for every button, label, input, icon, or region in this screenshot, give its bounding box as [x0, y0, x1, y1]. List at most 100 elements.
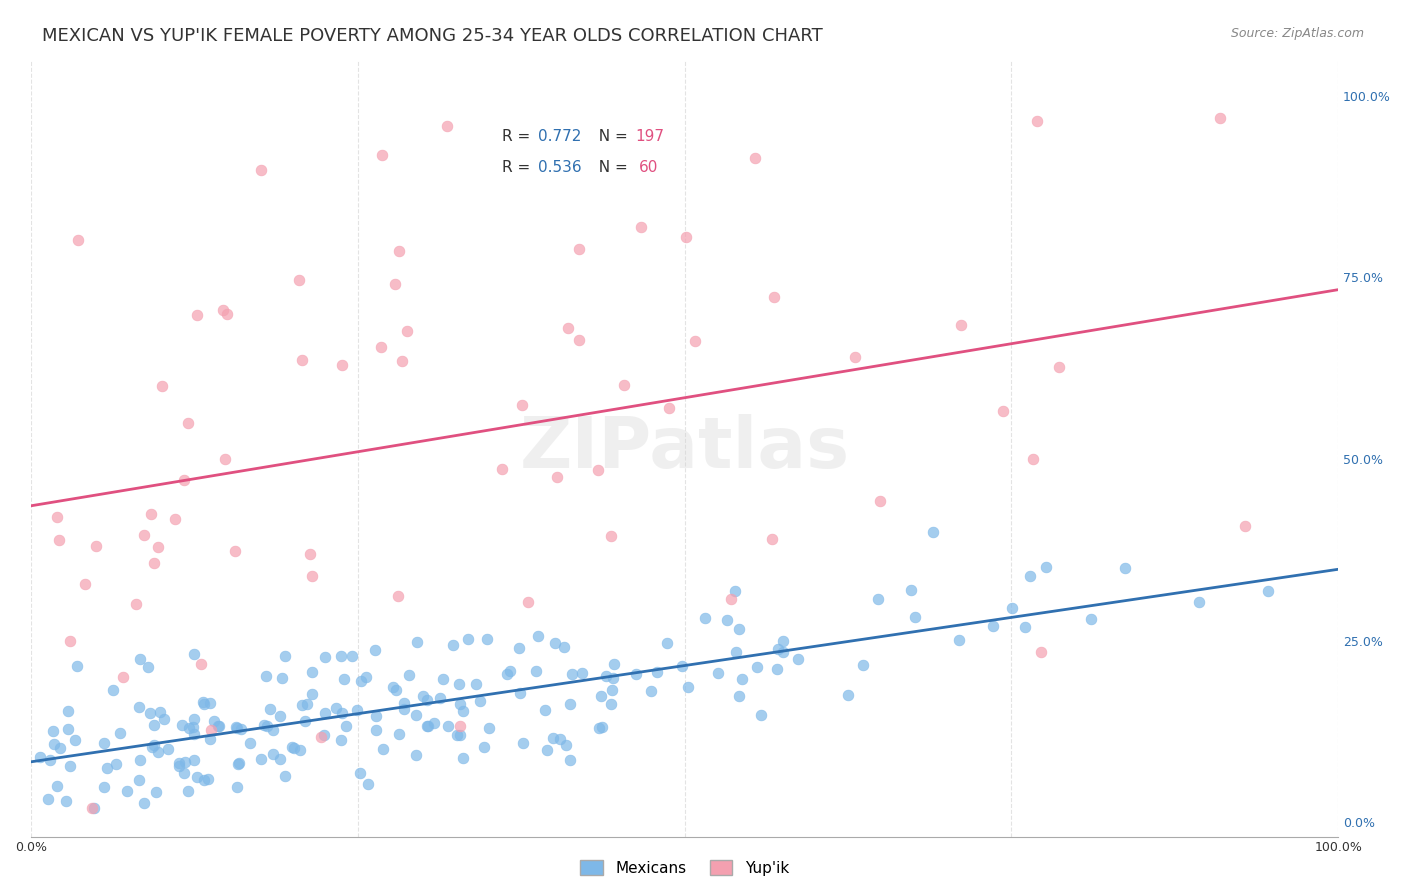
Point: [509, 686, 531, 700]
Point: [212, 302, 235, 317]
Point: [405, 748, 427, 763]
Point: [325, 701, 347, 715]
Point: [568, 333, 591, 347]
Point: [294, 714, 316, 728]
Point: [595, 669, 617, 683]
Point: [544, 636, 567, 650]
Text: 60: 60: [638, 161, 658, 175]
Point: [226, 780, 249, 794]
Point: [59, 758, 82, 772]
Point: [301, 688, 323, 702]
Point: [1001, 601, 1024, 615]
Point: [370, 340, 392, 354]
Point: [588, 463, 610, 477]
Point: [446, 728, 468, 742]
Point: [491, 461, 513, 475]
Point: [772, 645, 794, 659]
Point: [139, 507, 162, 521]
Point: [510, 399, 533, 413]
Point: [451, 704, 474, 718]
Point: [49, 740, 72, 755]
Point: [394, 697, 416, 711]
Point: [198, 696, 221, 710]
Point: [330, 706, 353, 720]
Point: [177, 784, 200, 798]
Point: [647, 665, 669, 679]
Point: [357, 777, 380, 791]
Point: [226, 721, 249, 735]
Point: [167, 759, 190, 773]
Point: [464, 676, 486, 690]
Text: N =: N =: [589, 129, 633, 145]
Point: [675, 229, 697, 244]
Point: [412, 689, 434, 703]
Point: [950, 318, 973, 333]
Point: [524, 664, 547, 678]
Point: [183, 720, 205, 734]
Point: [591, 720, 613, 734]
Point: [624, 667, 647, 681]
Point: [108, 726, 131, 740]
Point: [371, 741, 394, 756]
Point: [478, 721, 501, 735]
Point: [554, 738, 576, 752]
Text: ZIPatlas: ZIPatlas: [520, 414, 849, 483]
Point: [436, 719, 458, 733]
Point: [270, 671, 292, 685]
Point: [298, 547, 321, 561]
Point: [384, 683, 406, 698]
Point: [46, 510, 69, 524]
Point: [388, 244, 411, 258]
Point: [921, 524, 943, 539]
Point: [1233, 519, 1256, 533]
Point: [96, 760, 118, 774]
Point: [683, 334, 706, 348]
Point: [228, 756, 250, 770]
Point: [329, 648, 352, 663]
Point: [226, 757, 249, 772]
Point: [553, 640, 575, 654]
Point: [787, 652, 810, 666]
Point: [314, 706, 336, 721]
Point: [202, 714, 225, 728]
Point: [66, 233, 89, 247]
Point: [744, 151, 766, 165]
Point: [547, 469, 569, 483]
Point: [56, 722, 79, 736]
Point: [134, 528, 156, 542]
Point: [561, 667, 583, 681]
Point: [557, 320, 579, 334]
Point: [1209, 111, 1232, 125]
Point: [128, 772, 150, 787]
Legend: Mexicans, Yup'ik: Mexicans, Yup'ik: [572, 852, 797, 883]
Point: [429, 690, 451, 705]
Point: [340, 649, 363, 664]
Point: [200, 731, 222, 746]
Point: [153, 712, 176, 726]
Point: [132, 796, 155, 810]
Point: [526, 629, 548, 643]
Point: [599, 698, 621, 712]
Point: [671, 659, 693, 673]
Point: [772, 633, 794, 648]
Point: [301, 569, 323, 583]
Point: [418, 719, 440, 733]
Point: [1257, 583, 1279, 598]
Point: [239, 736, 262, 750]
Point: [869, 493, 891, 508]
Point: [766, 642, 789, 657]
Point: [333, 672, 356, 686]
Point: [30, 750, 52, 764]
Point: [83, 800, 105, 814]
Point: [254, 668, 277, 682]
Point: [269, 709, 291, 723]
Point: [288, 743, 311, 757]
Text: 197: 197: [636, 129, 664, 145]
Text: MEXICAN VS YUP'IK FEMALE POVERTY AMONG 25-34 YEAR OLDS CORRELATION CHART: MEXICAN VS YUP'IK FEMALE POVERTY AMONG 2…: [42, 27, 823, 45]
Point: [745, 660, 768, 674]
Point: [63, 733, 86, 747]
Point: [416, 719, 439, 733]
Point: [262, 747, 284, 761]
Point: [693, 611, 716, 625]
Point: [763, 290, 786, 304]
